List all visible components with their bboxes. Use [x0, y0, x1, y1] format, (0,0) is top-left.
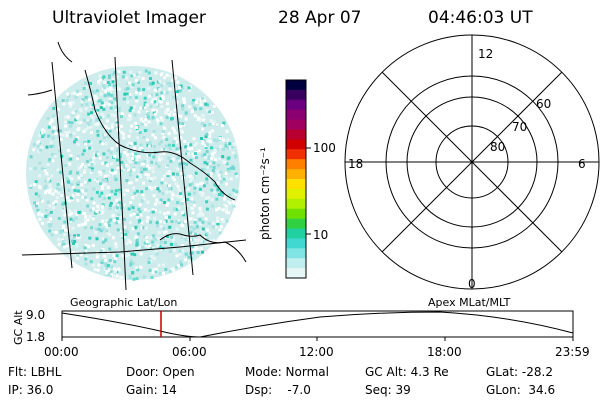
colorbar-tick-10: 10: [313, 228, 329, 242]
colorbar: [285, 79, 311, 279]
polar-ring-80: 80: [490, 140, 506, 154]
polar-ring-70: 70: [512, 120, 528, 134]
info-gain: Gain: 14: [126, 383, 177, 397]
colorbar-segment: [286, 159, 306, 170]
polar-label-6: 6: [578, 157, 586, 171]
altitude-x-tick: 12:00: [299, 345, 334, 359]
colorbar-segment: [286, 109, 306, 121]
info-door: Door: Open: [126, 365, 195, 379]
geographic-grid: [21, 41, 247, 291]
uv-image-disk: [21, 41, 247, 291]
colorbar-segment: [286, 89, 306, 101]
altitude-y-tick-9: 9.0: [26, 308, 46, 322]
colorbar-segment: [286, 99, 306, 111]
info-glon: GLon: 34.6: [486, 383, 556, 397]
colorbar-segment: [286, 258, 306, 269]
time-label: 04:46:03 UT: [428, 8, 533, 28]
colorbar-segment: [286, 169, 306, 180]
colorbar-segment: [286, 248, 306, 259]
info-filter: Flt: LBHL: [8, 365, 62, 379]
altitude-plot: [61, 310, 574, 341]
altitude-x-tick: 00:00: [44, 345, 79, 359]
colorbar-segment: [286, 198, 306, 210]
info-glat: GLat: -28.2: [486, 365, 553, 379]
info-ip: IP: 36.0: [8, 383, 54, 397]
polar-label-0: 0: [468, 277, 476, 291]
polar-label-18: 18: [348, 157, 364, 171]
colorbar-segment: [286, 139, 306, 150]
colorbar-segment: [286, 129, 306, 140]
colorbar-segment: [286, 119, 306, 131]
colorbar-segment: [286, 179, 306, 190]
polar-label-12: 12: [478, 47, 494, 61]
altitude-axis-label: GC Alt: [12, 310, 25, 345]
instrument-title: Ultraviolet Imager: [52, 8, 206, 28]
colorbar-segment: [286, 228, 306, 239]
apex-polar-plot: [344, 34, 600, 290]
colorbar-segment: [286, 268, 306, 279]
colorbar-unit-label: photon cm⁻²s⁻¹: [258, 147, 272, 240]
altitude-x-tick: 23:59: [555, 345, 590, 359]
apex-panel-label: Apex MLat/MLT: [428, 296, 511, 309]
info-mode: Mode: Normal: [245, 365, 329, 379]
altitude-y-tick-1.8: 1.8: [26, 330, 46, 344]
date-label: 28 Apr 07: [278, 8, 362, 28]
altitude-x-tick: 18:00: [427, 345, 462, 359]
info-seq: Seq: 39: [365, 383, 411, 397]
altitude-x-tick: 06:00: [172, 345, 207, 359]
info-gc-alt: GC Alt: 4.3 Re: [365, 365, 449, 379]
colorbar-segment: [286, 80, 306, 91]
polar-ring-60: 60: [536, 97, 552, 111]
colorbar-segment: [286, 188, 306, 200]
colorbar-segment: [286, 238, 306, 249]
geo-panel-label: Geographic Lat/Lon: [70, 296, 178, 309]
colorbar-segment: [286, 208, 306, 220]
info-dsp: Dsp: -7.0: [245, 383, 311, 397]
colorbar-segment: [286, 149, 306, 160]
colorbar-segment: [286, 218, 306, 230]
colorbar-tick-100: 100: [313, 141, 336, 155]
